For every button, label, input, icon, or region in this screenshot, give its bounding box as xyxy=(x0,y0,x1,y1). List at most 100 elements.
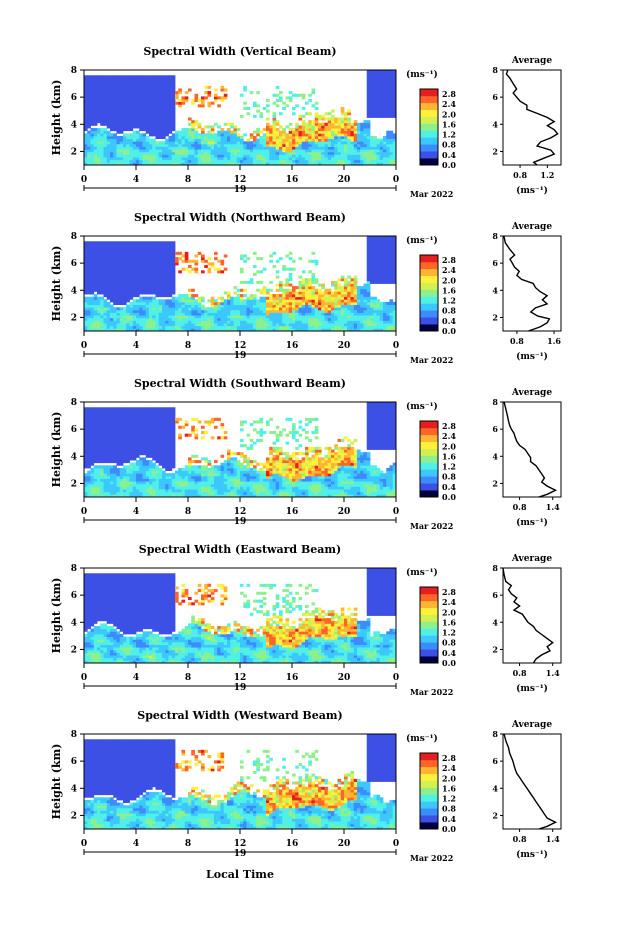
heat-cell xyxy=(152,265,156,269)
heat-cell xyxy=(139,323,143,327)
heat-cell xyxy=(165,122,169,126)
heat-cell xyxy=(337,141,342,145)
heat-cell xyxy=(139,286,143,290)
heat-cell xyxy=(282,159,286,163)
heat-cell xyxy=(243,301,247,306)
heat-cell xyxy=(119,159,124,163)
heat-cell xyxy=(87,275,91,279)
heat-cell xyxy=(129,301,134,306)
heat-cell xyxy=(324,309,329,313)
heat-cell xyxy=(344,309,348,313)
heat-cell xyxy=(126,299,130,303)
heat-cell xyxy=(93,428,98,432)
heat-cell xyxy=(126,254,130,258)
heat-cell xyxy=(314,307,319,311)
average-title: Average xyxy=(511,222,552,232)
heat-cell xyxy=(363,157,368,161)
heat-cell xyxy=(123,291,127,295)
heat-cell xyxy=(90,409,95,413)
heat-cell xyxy=(259,135,264,140)
heat-cell xyxy=(87,159,91,163)
heat-cell xyxy=(97,257,101,261)
heat-cell xyxy=(165,254,169,258)
heat-cell xyxy=(84,433,88,437)
heat-cell xyxy=(136,101,140,105)
heat-cell xyxy=(327,312,332,316)
colorbar-swatch xyxy=(420,130,438,138)
heat-cell xyxy=(155,122,160,126)
heat-cell xyxy=(139,265,143,269)
heat-cell xyxy=(357,149,361,153)
heat-cell xyxy=(168,101,173,105)
heat-cell xyxy=(233,320,238,324)
heat-cell xyxy=(370,257,374,261)
heat-cell xyxy=(285,151,290,155)
heat-cell xyxy=(298,133,303,137)
heat-cell xyxy=(110,104,114,108)
heat-cell xyxy=(132,99,137,103)
x-tick-label: 16 xyxy=(286,175,299,185)
heat-cell xyxy=(126,328,130,332)
heat-cell xyxy=(383,80,387,84)
heat-cell xyxy=(327,151,332,155)
heat-cell xyxy=(353,320,358,324)
heat-cell xyxy=(90,473,95,477)
heat-cell xyxy=(93,294,98,298)
heat-cell xyxy=(386,83,390,87)
heat-cell xyxy=(149,265,153,269)
heat-cell xyxy=(162,325,166,329)
panel-3: Spectral Width (Southward Beam)2468Heigh… xyxy=(50,377,562,531)
heat-cell xyxy=(243,299,247,303)
heat-cell xyxy=(132,109,137,113)
heat-cell xyxy=(123,146,127,150)
heat-cell xyxy=(350,301,355,306)
heat-cell xyxy=(194,294,199,298)
heat-cell xyxy=(353,138,358,142)
heat-cell xyxy=(269,315,273,319)
heat-cell xyxy=(262,286,267,290)
heat-cell xyxy=(106,481,111,485)
colorbar-tick-label: 0.8 xyxy=(442,140,456,150)
heat-cell xyxy=(165,125,169,129)
y-tick-label: 8 xyxy=(71,66,77,76)
heat-cell xyxy=(90,460,95,464)
heat-cell xyxy=(90,470,95,474)
heat-cell xyxy=(318,312,322,316)
heat-cell xyxy=(106,294,111,298)
heat-cell xyxy=(308,133,312,137)
heat-cell xyxy=(321,320,325,324)
heat-cell xyxy=(370,262,374,266)
heat-cell xyxy=(217,325,221,329)
heat-cell xyxy=(113,135,117,140)
colorbar-swatch xyxy=(420,158,438,166)
heat-cell xyxy=(119,462,124,466)
heat-cell xyxy=(301,291,306,295)
heat-cell xyxy=(97,80,101,84)
heat-cell xyxy=(363,315,368,319)
heat-cell xyxy=(256,301,260,306)
heat-cell xyxy=(389,325,394,329)
heat-cell xyxy=(152,125,156,129)
heat-cell xyxy=(110,465,114,469)
heat-cell xyxy=(357,301,361,306)
heat-cell xyxy=(376,251,381,255)
heat-cell xyxy=(207,146,212,150)
heat-cell xyxy=(217,125,221,129)
heat-cell xyxy=(139,251,143,255)
heat-cell xyxy=(129,96,134,100)
heat-cell xyxy=(110,141,114,145)
heat-cell xyxy=(87,149,91,153)
heat-cell xyxy=(136,272,140,276)
heat-cell xyxy=(145,141,150,145)
heat-cell xyxy=(142,257,147,261)
heat-cell xyxy=(379,88,384,92)
heat-cell xyxy=(126,272,130,276)
heat-cell xyxy=(123,438,127,442)
heat-cell xyxy=(340,299,345,303)
heat-cell xyxy=(292,138,296,142)
heat-cell xyxy=(113,112,117,116)
heat-cell xyxy=(171,328,176,332)
heat-cell xyxy=(113,117,117,121)
heat-cell xyxy=(123,259,127,263)
heat-cell xyxy=(311,299,316,303)
